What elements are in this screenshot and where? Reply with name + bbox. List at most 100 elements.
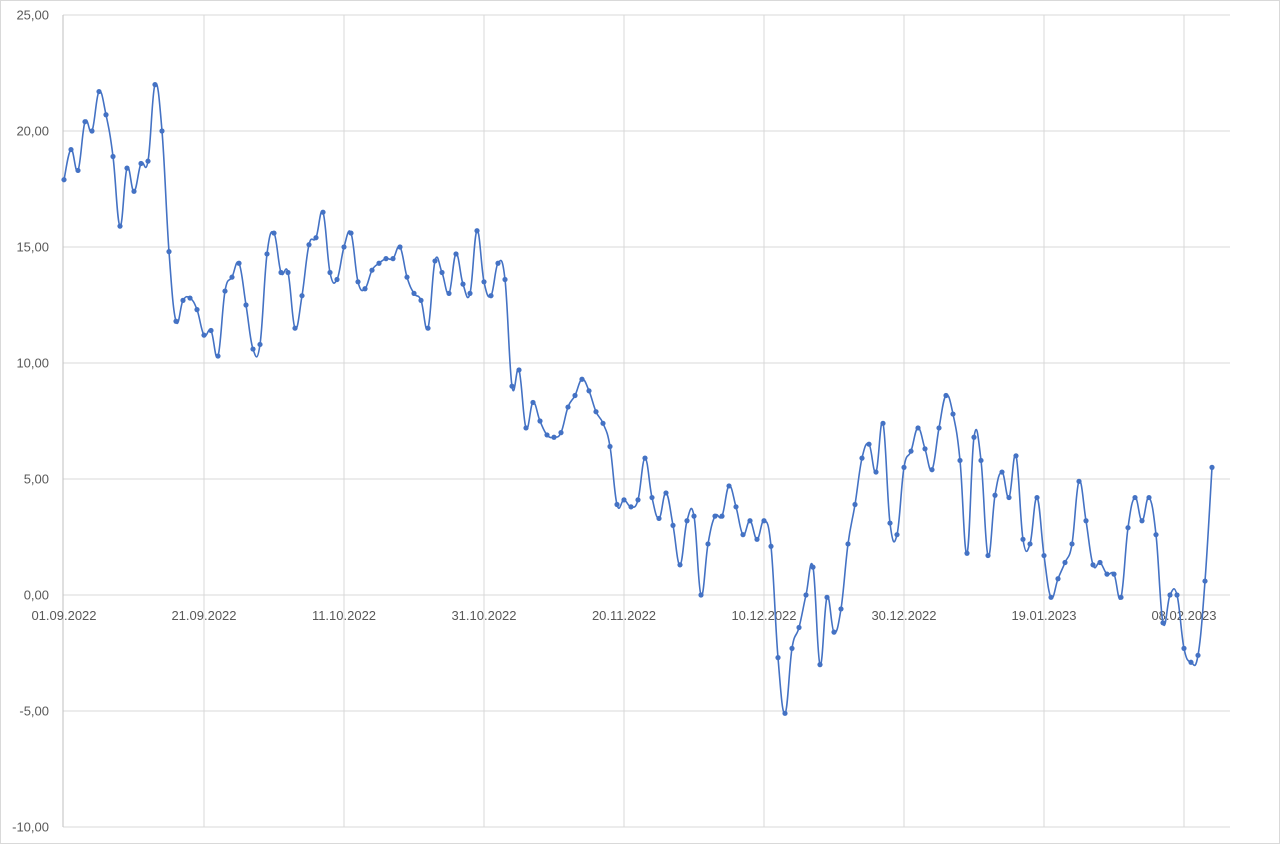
data-point <box>1069 541 1075 547</box>
data-point <box>705 541 711 547</box>
data-point <box>880 420 886 426</box>
data-point <box>397 244 403 250</box>
data-point <box>404 274 410 280</box>
data-point <box>264 251 270 257</box>
data-point <box>1174 592 1180 598</box>
data-point <box>1020 536 1026 542</box>
data-point <box>383 256 389 262</box>
x-tick-label: 31.10.2022 <box>451 608 516 623</box>
data-point <box>691 513 697 519</box>
data-point <box>306 242 312 248</box>
data-point <box>824 594 830 600</box>
data-point <box>670 522 676 529</box>
data-point <box>950 411 956 417</box>
data-point <box>467 290 473 296</box>
data-point <box>285 269 291 276</box>
data-point <box>453 251 459 257</box>
data-point <box>194 307 200 313</box>
data-point <box>1104 571 1110 577</box>
data-point <box>775 655 781 661</box>
data-point <box>628 504 634 510</box>
data-point <box>957 457 963 464</box>
x-tick-label: 01.09.2022 <box>31 608 96 623</box>
data-point <box>327 269 333 276</box>
data-point <box>782 710 788 716</box>
data-point <box>593 409 599 415</box>
data-point <box>740 532 746 538</box>
data-point <box>635 497 641 503</box>
data-point <box>1202 578 1208 584</box>
x-tick-label: 19.01.2023 <box>1011 608 1076 623</box>
horizontal-gridlines <box>63 14 1230 828</box>
data-point <box>649 494 655 501</box>
x-tick-label: 20.11.2022 <box>592 608 656 623</box>
data-point <box>901 464 907 470</box>
data-point <box>320 209 326 215</box>
data-point <box>1055 576 1061 582</box>
y-tick-label: 25,00 <box>16 8 49 23</box>
data-point <box>411 290 417 296</box>
data-point <box>642 455 648 461</box>
data-point <box>432 258 438 264</box>
y-tick-label: 15,00 <box>16 240 49 255</box>
data-point <box>446 290 452 296</box>
data-point <box>747 518 753 524</box>
data-point <box>1181 645 1187 651</box>
data-point <box>908 448 914 454</box>
data-point <box>222 288 228 294</box>
x-tick-label: 21.09.2022 <box>171 608 236 623</box>
data-point <box>523 425 529 431</box>
data-point <box>61 177 67 183</box>
data-point <box>936 425 942 431</box>
data-point <box>761 518 767 524</box>
data-point <box>124 165 130 171</box>
data-point <box>768 543 774 549</box>
data-point <box>278 269 284 276</box>
data-point <box>726 483 732 489</box>
data-point <box>852 501 858 508</box>
data-point <box>586 388 592 394</box>
data-point <box>348 230 354 236</box>
data-point <box>866 441 872 447</box>
data-point <box>271 230 277 236</box>
data-point <box>929 467 935 473</box>
data-point <box>614 501 620 508</box>
data-point <box>999 469 1005 475</box>
data-point <box>117 223 123 229</box>
data-point <box>873 469 879 475</box>
data-point <box>572 392 578 399</box>
data-point <box>229 274 235 280</box>
data-point <box>1062 559 1068 566</box>
data-point <box>131 188 137 194</box>
data-point <box>943 392 949 399</box>
data-point <box>684 518 690 524</box>
data-point <box>663 490 669 496</box>
data-point <box>530 399 536 406</box>
data-point <box>369 267 375 273</box>
data-point <box>243 302 249 308</box>
data-point <box>1006 494 1012 501</box>
x-tick-label: 30.12.2022 <box>871 608 936 623</box>
y-tick-label: 20,00 <box>16 124 49 139</box>
data-point <box>565 404 571 410</box>
data-point <box>96 88 102 95</box>
vertical-gridlines <box>203 15 1185 827</box>
data-point <box>1132 494 1138 501</box>
data-point <box>1013 453 1019 459</box>
x-axis-tick-labels: 01.09.2022 21.09.2022 11.10.2022 31.10.2022… <box>31 608 1216 623</box>
data-point <box>579 376 585 382</box>
data-point <box>1118 594 1124 600</box>
data-point <box>985 552 991 559</box>
data-point <box>75 167 81 174</box>
data-point <box>1076 478 1082 484</box>
data-point <box>1097 559 1103 566</box>
data-point <box>138 160 144 167</box>
data-point <box>236 260 242 266</box>
data-point <box>544 432 550 438</box>
data-point <box>173 318 179 324</box>
data-point <box>733 504 739 510</box>
data-point <box>1041 552 1047 559</box>
data-point <box>607 443 613 450</box>
data-point <box>208 327 214 334</box>
